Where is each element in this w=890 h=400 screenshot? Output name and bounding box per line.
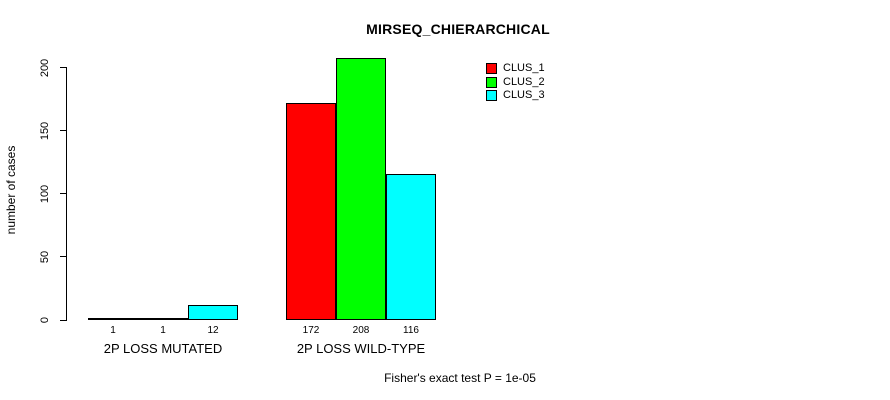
- y-tick: [60, 256, 67, 258]
- legend-swatch-icon: [486, 76, 497, 88]
- bar-value-label: 208: [352, 325, 370, 336]
- group-label: 2P LOSS WILD-TYPE: [296, 341, 426, 356]
- y-tick: [60, 67, 67, 69]
- y-tick: [60, 319, 67, 321]
- annotation-text: Fisher's exact test P = 1e-05: [384, 371, 536, 385]
- group-label: 2P LOSS MUTATED: [103, 341, 223, 356]
- y-tick-label: 150: [39, 121, 51, 140]
- bar-value-label: 12: [207, 325, 219, 336]
- bar-value-label: 116: [403, 325, 419, 336]
- legend-item-clus_1: CLUS_1: [486, 63, 545, 74]
- bar-value-label: 1: [110, 325, 116, 336]
- bar-clus_2-1: [336, 57, 386, 320]
- legend-swatch-icon: [486, 90, 497, 101]
- legend-swatch-icon: [486, 63, 497, 74]
- y-tick-label: 200: [39, 58, 51, 77]
- bar-clus_2-0: [138, 317, 188, 320]
- legend-label: CLUS_2: [503, 75, 545, 88]
- legend-label: CLUS_1: [503, 62, 545, 74]
- y-tick: [60, 193, 67, 195]
- legend-item-clus_2: CLUS_2: [486, 75, 545, 88]
- bar-value-label: 1: [160, 325, 166, 336]
- legend: CLUS_1 CLUS_2 CLUS_3: [486, 63, 545, 104]
- bar-clus_3-0: [188, 304, 238, 320]
- legend-label: CLUS_3: [503, 89, 545, 101]
- y-tick-label: 0: [39, 316, 51, 324]
- y-axis-title: number of cases: [4, 145, 18, 235]
- bar-clus_1-1: [286, 102, 336, 320]
- bar-value-label: 172: [302, 325, 320, 336]
- y-tick: [60, 130, 67, 132]
- y-tick-label: 50: [39, 250, 51, 264]
- legend-item-clus_3: CLUS_3: [486, 90, 545, 101]
- chart-title: MIRSEQ_CHIERARCHICAL: [366, 21, 550, 37]
- bar-clus_3-1: [386, 173, 436, 320]
- y-tick-label: 100: [39, 184, 51, 203]
- bar-clus_1-0: [88, 317, 138, 320]
